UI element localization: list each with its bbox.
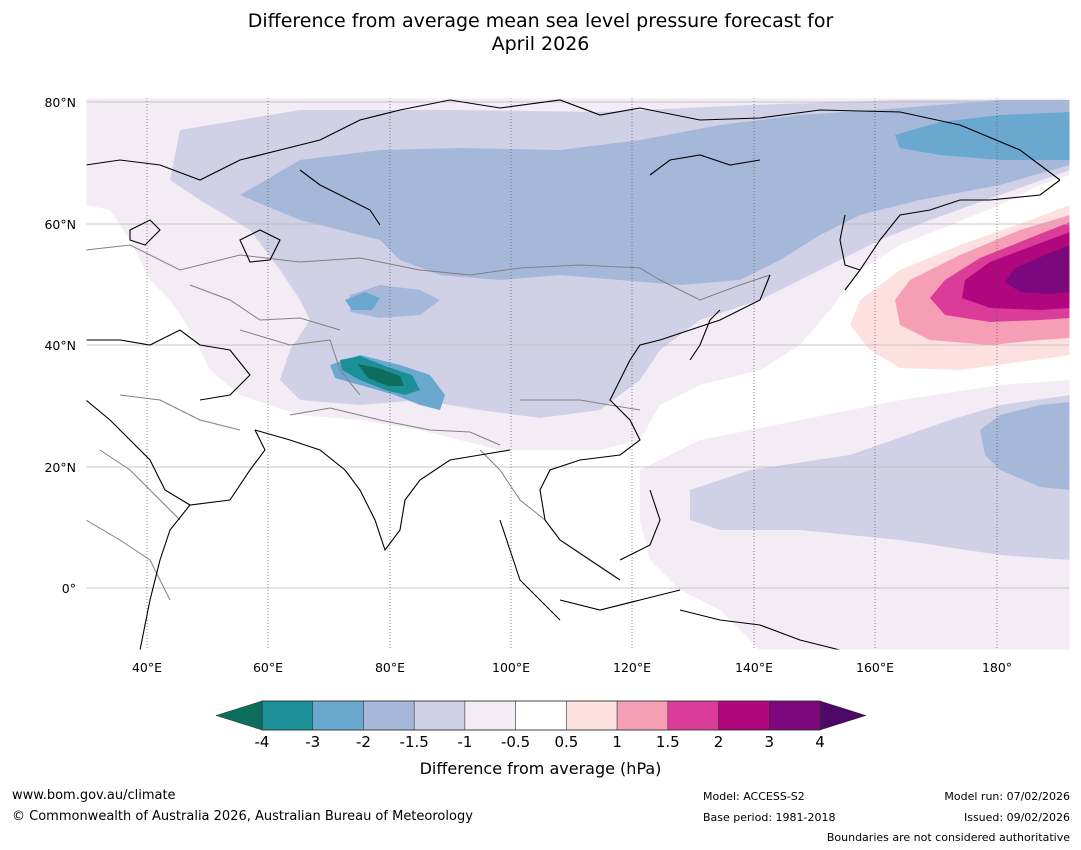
colorbar-tick: -1.5 bbox=[399, 733, 429, 751]
lat-label-equator: 0° bbox=[61, 581, 76, 596]
colorbar-extend-low bbox=[215, 700, 263, 731]
anomaly-band-dark-teal bbox=[358, 364, 404, 386]
coastlines bbox=[86, 99, 1061, 650]
colorbar-tick: 1 bbox=[612, 733, 622, 751]
colorbar-tick: 0.5 bbox=[554, 733, 579, 751]
footer-model-run: Model run: 07/02/2026 bbox=[944, 790, 1070, 803]
anomaly-band-mid-blue-arctic bbox=[895, 112, 1070, 160]
colorbar-tick: -4 bbox=[254, 733, 270, 751]
colorbar-swatch bbox=[464, 700, 516, 731]
footer-disclaimer: Boundaries are not considered authoritat… bbox=[826, 831, 1070, 844]
colorbar-swatch bbox=[769, 700, 821, 731]
colorbar-tick: -0.5 bbox=[500, 733, 531, 751]
anomaly-band-purple bbox=[1005, 245, 1070, 294]
footer-issued: Issued: 09/02/2026 bbox=[963, 811, 1070, 824]
lon-label-80e: 80°E bbox=[374, 660, 406, 675]
colorbar-tick: 4 bbox=[815, 733, 825, 751]
colorbar-extend-high bbox=[819, 700, 867, 731]
lat-label-40n: 40°N bbox=[44, 338, 76, 353]
lon-label-60e: 60°E bbox=[252, 660, 284, 675]
colorbar-swatch bbox=[566, 700, 618, 731]
title-line-2: April 2026 bbox=[491, 33, 590, 55]
colorbar-title: Difference from average (hPa) bbox=[419, 759, 662, 778]
colorbar-tick: -3 bbox=[305, 733, 321, 751]
lon-label-160e: 160°E bbox=[855, 660, 895, 675]
colorbar-tick: 3 bbox=[764, 733, 775, 751]
footer-url[interactable]: www.bom.gov.au/climate bbox=[12, 788, 176, 803]
lat-label-80n: 80°N bbox=[44, 95, 76, 110]
anomaly-band-blue-north bbox=[240, 100, 1070, 285]
colorbar-swatch bbox=[363, 700, 415, 731]
colorbar-tick: -1 bbox=[457, 733, 473, 751]
anomaly-band-blue-south bbox=[980, 402, 1070, 490]
anomaly-band-pale-blue-south bbox=[690, 395, 1070, 560]
colorbar-tick: 1.5 bbox=[655, 733, 680, 751]
colorbar-swatch bbox=[312, 700, 364, 731]
colorbar-swatch bbox=[718, 700, 770, 731]
title-line-1: Difference from average mean sea level p… bbox=[247, 10, 834, 32]
colorbar-swatch bbox=[616, 700, 669, 731]
colorbar bbox=[215, 700, 867, 731]
footer-base-period: Base period: 1981-2018 bbox=[703, 811, 836, 824]
footer-copyright: © Commonwealth of Australia 2026, Austra… bbox=[12, 809, 473, 824]
anomaly-band-mid-blue-tarim bbox=[345, 292, 380, 310]
colorbar-swatch bbox=[413, 700, 466, 731]
colorbar-tick: -2 bbox=[356, 733, 371, 751]
anomaly-band-blue-central bbox=[350, 285, 440, 318]
colorbar-swatch bbox=[667, 700, 719, 731]
map-title: Difference from average mean sea level p… bbox=[0, 10, 1081, 56]
lon-label-120e: 120°E bbox=[612, 660, 652, 675]
lon-label-100e: 100°E bbox=[491, 660, 531, 675]
latitude-gridlines bbox=[86, 101, 1070, 589]
colorbar-swatch bbox=[261, 700, 313, 731]
map-plot-area bbox=[86, 98, 1070, 650]
country-boundaries bbox=[86, 244, 771, 601]
footer-model: Model: ACCESS-S2 bbox=[703, 790, 805, 803]
lon-label-140e: 140°E bbox=[734, 660, 774, 675]
colorbar-tick: 2 bbox=[713, 733, 724, 751]
colorbar-swatch bbox=[515, 700, 567, 731]
lon-label-40e: 40°E bbox=[131, 660, 163, 675]
lat-label-60n: 60°N bbox=[44, 217, 76, 232]
lat-label-20n: 20°N bbox=[44, 460, 76, 475]
lon-label-180: 180° bbox=[981, 660, 1013, 675]
